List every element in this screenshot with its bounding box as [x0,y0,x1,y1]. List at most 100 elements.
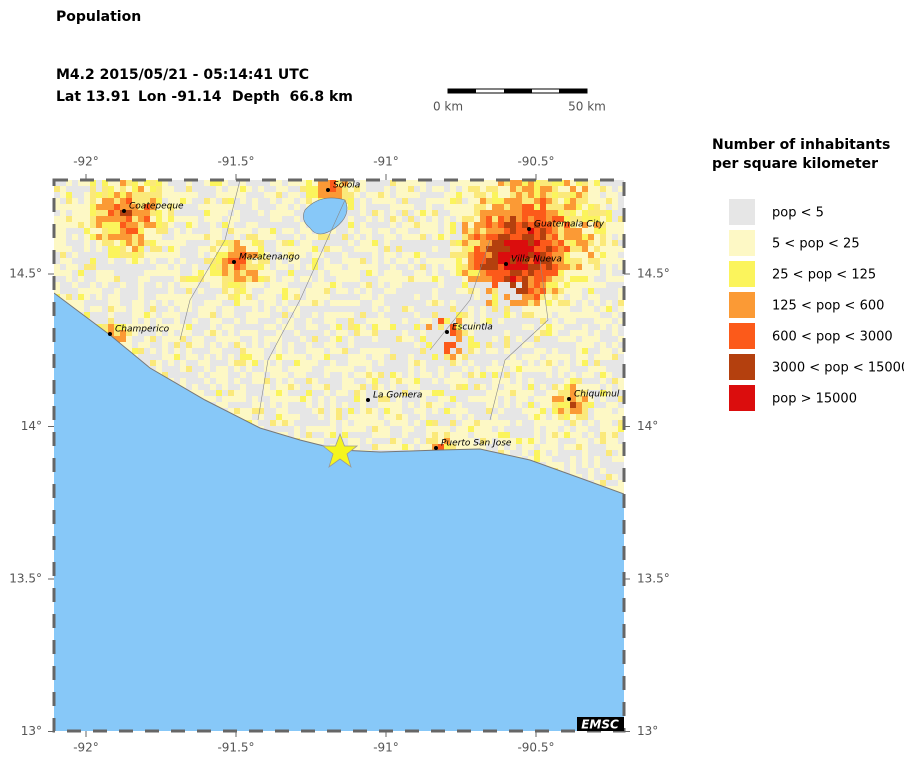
pop-cell [402,246,408,252]
pop-cell [348,312,354,318]
pop-cell [504,450,510,456]
pop-cell [576,288,582,294]
pop-cell [330,288,336,294]
pop-cell [198,330,204,336]
pop-cell [222,216,228,222]
pop-cell [456,306,462,312]
pop-cell [288,186,294,192]
pop-cell [510,252,516,258]
pop-cell [270,216,276,222]
pop-cell [450,414,456,420]
pop-cell [534,228,540,234]
scale-label: 0 km [433,100,463,114]
pop-cell [300,432,306,438]
pop-cell [216,228,222,234]
pop-cell [270,390,276,396]
pop-cell [534,402,540,408]
pop-cell [546,450,552,456]
pop-cell [324,306,330,312]
pop-cell [546,414,552,420]
pop-cell [252,306,258,312]
pop-cell [138,318,144,324]
pop-cell [426,294,432,300]
pop-cell [360,306,366,312]
pop-cell [426,348,432,354]
pop-cell [516,432,522,438]
pop-cell [174,372,180,378]
pop-cell [360,210,366,216]
pop-cell [222,330,228,336]
pop-cell [222,324,228,330]
pop-cell [204,264,210,270]
pop-cell [420,402,426,408]
lon-tick-label: -90.5° [517,741,554,755]
pop-cell [252,270,258,276]
pop-cell [252,276,258,282]
pop-cell [156,366,162,372]
pop-cell [384,432,390,438]
pop-cell [528,294,534,300]
pop-cell [102,258,108,264]
pop-cell [450,300,456,306]
pop-cell [144,300,150,306]
pop-cell [414,228,420,234]
pop-cell [324,252,330,258]
event-info: M4.2 2015/05/21 - 05:14:41 UTC [56,67,309,83]
pop-cell [318,294,324,300]
pop-cell [270,264,276,270]
pop-cell [180,348,186,354]
pop-cell [474,312,480,318]
pop-cell [582,450,588,456]
pop-cell [408,330,414,336]
pop-cell [318,276,324,282]
pop-cell [510,234,516,240]
pop-cell [606,258,612,264]
pop-cell [594,288,600,294]
pop-cell [366,276,372,282]
event-lon: Lon -91.14 [138,89,222,105]
pop-cell [270,402,276,408]
pop-cell [222,294,228,300]
pop-cell [222,240,228,246]
pop-cell [510,408,516,414]
pop-cell [300,342,306,348]
pop-cell [588,366,594,372]
pop-cell [504,354,510,360]
pop-cell [198,306,204,312]
pop-cell [480,306,486,312]
pop-cell [564,312,570,318]
pop-cell [402,408,408,414]
pop-cell [594,456,600,462]
pop-cell [60,192,66,198]
pop-cell [396,186,402,192]
pop-cell [462,282,468,288]
pop-cell [342,258,348,264]
pop-cell [114,234,120,240]
pop-cell [168,228,174,234]
pop-cell [432,336,438,342]
pop-cell [438,282,444,288]
pop-cell [486,420,492,426]
pop-cell [186,192,192,198]
pop-cell [210,234,216,240]
pop-cell [570,180,576,186]
pop-cell [600,396,606,402]
pop-cell [408,336,414,342]
pop-cell [324,390,330,396]
pop-cell [450,204,456,210]
pop-cell [138,264,144,270]
pop-cell [186,240,192,246]
pop-cell [408,288,414,294]
pop-cell [468,312,474,318]
pop-cell [486,288,492,294]
pop-cell [600,180,606,186]
pop-cell [174,234,180,240]
pop-cell [312,258,318,264]
pop-cell [138,354,144,360]
pop-cell [336,354,342,360]
pop-cell [204,360,210,366]
pop-cell [222,258,228,264]
pop-cell [414,180,420,186]
pop-cell [510,372,516,378]
pop-cell [162,198,168,204]
